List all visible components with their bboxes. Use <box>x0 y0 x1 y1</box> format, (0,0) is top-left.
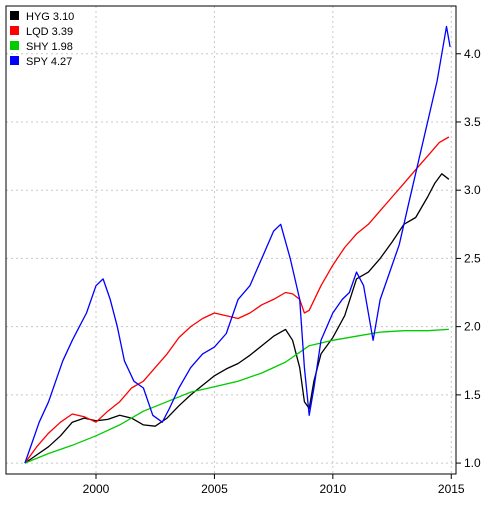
grid <box>6 6 456 474</box>
x-tick-label: 2015 <box>438 482 465 496</box>
y-tick-label: 3.0 <box>464 183 481 197</box>
legend-swatch <box>10 56 19 65</box>
legend-label: SPY 4.27 <box>26 56 72 68</box>
legend-label: SHY 1.98 <box>26 41 73 53</box>
legend-swatch <box>10 41 19 50</box>
series-lines <box>24 25 451 464</box>
axes: 2000 2005 2010 2015 1.0 1.5 2.0 2.5 3.0 3.5 4.0 <box>83 47 481 496</box>
legend-label: HYG 3.10 <box>26 11 74 23</box>
legend-swatch <box>10 11 19 20</box>
x-tick-label: 2000 <box>83 482 110 496</box>
series-line-4 <box>24 25 451 464</box>
y-tick-label: 4.0 <box>464 47 481 61</box>
series-line-3 <box>24 328 449 464</box>
y-tick-label: 2.5 <box>464 251 481 265</box>
y-tick-label: 2.0 <box>464 320 481 334</box>
x-tick-label: 2005 <box>201 482 228 496</box>
legend-label: LQD 3.39 <box>26 26 73 38</box>
legend-swatch <box>10 26 19 35</box>
series-line-2 <box>24 136 450 464</box>
y-tick-label: 1.0 <box>464 456 481 470</box>
y-tick-label: 3.5 <box>464 115 481 129</box>
y-tick-label: 1.5 <box>464 388 481 402</box>
series-line-1 <box>24 173 450 464</box>
legend: HYG 3.10 LQD 3.39 SHY 1.98 SPY 4.27 <box>10 11 74 68</box>
plot-frame <box>5 5 457 475</box>
x-tick-label: 2010 <box>319 482 346 496</box>
